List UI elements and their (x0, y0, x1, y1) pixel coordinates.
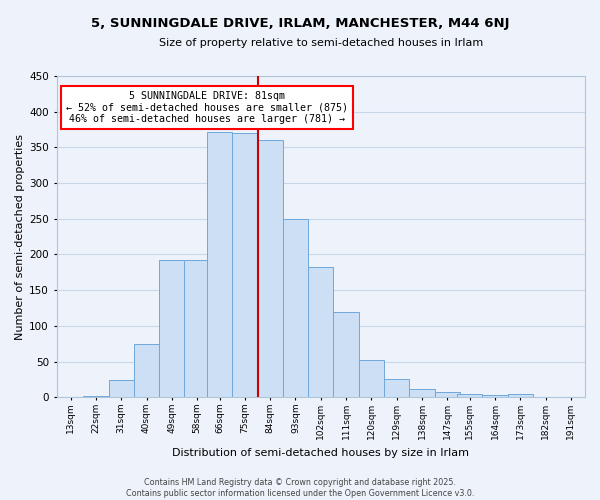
Bar (409, 388, 434, 397)
Bar (334, 312, 359, 397)
Bar (359, 360, 384, 397)
Bar (159, 260, 184, 397)
Bar (434, 392, 460, 397)
Bar (384, 380, 409, 397)
Bar (83, 396, 109, 397)
Y-axis label: Number of semi-detached properties: Number of semi-detached properties (15, 134, 25, 340)
Bar (184, 260, 210, 397)
Bar (283, 219, 308, 397)
Bar (482, 395, 508, 397)
Bar (257, 140, 283, 397)
Title: Size of property relative to semi-detached houses in Irlam: Size of property relative to semi-detach… (158, 38, 483, 48)
Text: Contains HM Land Registry data © Crown copyright and database right 2025.
Contai: Contains HM Land Registry data © Crown c… (126, 478, 474, 498)
Bar (457, 394, 482, 397)
Text: 5 SUNNINGDALE DRIVE: 81sqm
← 52% of semi-detached houses are smaller (875)
46% o: 5 SUNNINGDALE DRIVE: 81sqm ← 52% of semi… (66, 90, 348, 124)
Bar (308, 266, 334, 397)
Bar (508, 394, 533, 397)
X-axis label: Distribution of semi-detached houses by size in Irlam: Distribution of semi-detached houses by … (172, 448, 469, 458)
Bar (232, 133, 257, 397)
Bar (134, 344, 159, 397)
Bar (207, 132, 232, 397)
Bar (109, 380, 134, 397)
Text: 5, SUNNINGDALE DRIVE, IRLAM, MANCHESTER, M44 6NJ: 5, SUNNINGDALE DRIVE, IRLAM, MANCHESTER,… (91, 18, 509, 30)
